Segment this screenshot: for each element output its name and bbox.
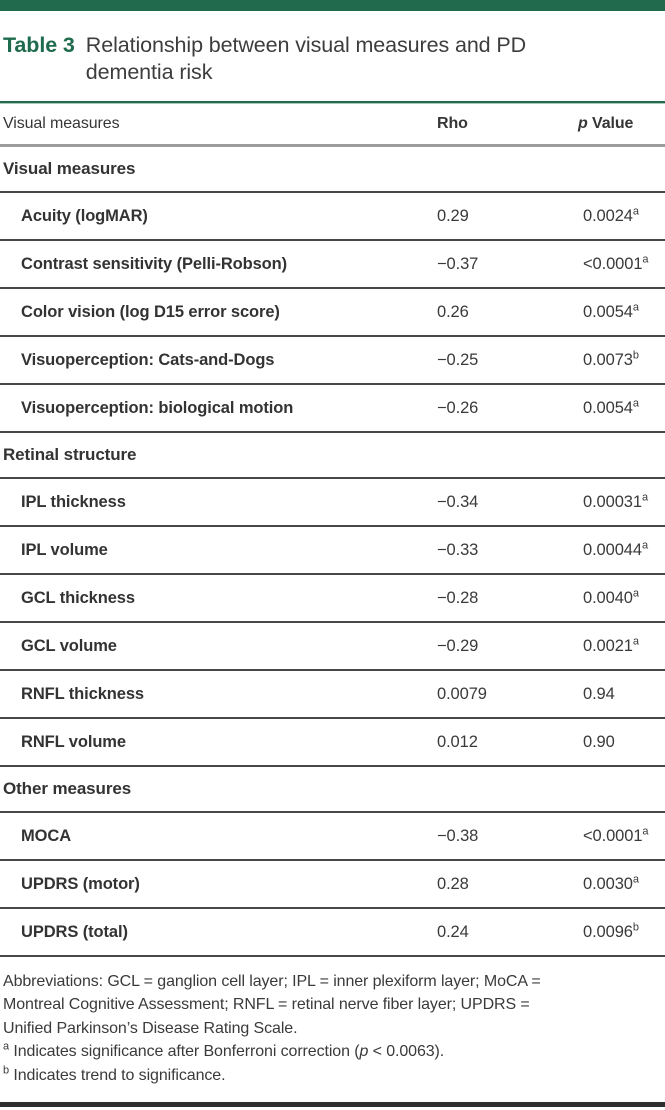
table-row: UPDRS (total) 0.24 0.0096b xyxy=(0,909,665,957)
row-label: RNFL thickness xyxy=(21,684,144,703)
table-row: Visuoperception: Cats-and-Dogs −0.25 0.0… xyxy=(0,337,665,385)
row-p-value: 0.0073b xyxy=(583,349,639,369)
table-row: IPL thickness −0.34 0.00031a xyxy=(0,479,665,527)
row-p-value: <0.0001a xyxy=(583,253,649,273)
row-p-value: 0.0024a xyxy=(583,205,639,225)
table-row: Acuity (logMAR) 0.29 0.0024a xyxy=(0,193,665,241)
row-p-value: 0.0021a xyxy=(583,635,639,655)
row-label: Contrast sensitivity (Pelli-Robson) xyxy=(21,254,288,273)
bottom-rule-bar xyxy=(0,1102,665,1107)
row-p-value: 0.94 xyxy=(583,684,615,703)
row-label: RNFL volume xyxy=(21,732,126,751)
p-superscript: a xyxy=(641,491,648,503)
section-header-row: Other measures xyxy=(0,767,665,813)
col-header-pvalue: p Value xyxy=(578,115,665,133)
row-label: Color vision (log D15 error score) xyxy=(21,302,280,321)
row-rho-value: 0.24 xyxy=(437,922,469,941)
row-label: UPDRS (total) xyxy=(21,922,128,941)
p-superscript: a xyxy=(642,825,649,837)
abbreviations-note: Abbreviations: GCL = ganglion cell layer… xyxy=(3,973,541,990)
section-heading: Visual measures xyxy=(3,159,136,178)
table-row: Color vision (log D15 error score) 0.26 … xyxy=(0,289,665,337)
col-header-measures: Visual measures xyxy=(3,115,120,132)
row-rho-value: −0.33 xyxy=(437,540,479,559)
table-row: Contrast sensitivity (Pelli-Robson) −0.3… xyxy=(0,241,665,289)
table-row: GCL thickness −0.28 0.0040a xyxy=(0,575,665,623)
row-label: IPL volume xyxy=(21,540,108,559)
row-rho-value: −0.25 xyxy=(437,350,479,369)
p-rest: Value xyxy=(587,115,634,132)
p-italic: p xyxy=(578,115,588,132)
column-header-row: Visual measures Rho p Value xyxy=(0,104,665,147)
row-p-value: 0.0096b xyxy=(583,921,639,941)
table-row: MOCA −0.38 <0.0001a xyxy=(0,813,665,861)
p-superscript: a xyxy=(632,587,639,599)
footnotes: Abbreviations: GCL = ganglion cell layer… xyxy=(0,957,665,1087)
col-header-rho: Rho xyxy=(437,115,468,132)
p-superscript: b xyxy=(632,349,639,361)
row-rho-value: −0.38 xyxy=(437,826,479,845)
caption-rule xyxy=(0,101,665,104)
section-header-row: Retinal structure xyxy=(0,433,665,479)
row-rho-value: −0.37 xyxy=(437,254,479,273)
table-number-label: Table 3 xyxy=(3,33,75,57)
p-italic: p xyxy=(359,1043,369,1061)
abbreviations-note: Unified Parkinson’s Disease Rating Scale… xyxy=(3,1019,298,1037)
table-row: RNFL volume 0.012 0.90 xyxy=(0,719,665,767)
row-p-value: 0.0040a xyxy=(583,587,639,607)
row-label: IPL thickness xyxy=(21,492,126,511)
row-rho-value: −0.28 xyxy=(437,588,479,607)
row-label: Visuoperception: biological motion xyxy=(21,398,294,417)
row-p-value: 0.0030a xyxy=(583,873,639,893)
row-label: GCL volume xyxy=(21,636,117,655)
row-rho-value: 0.0079 xyxy=(437,684,487,703)
row-p-value: 0.00044a xyxy=(583,539,648,559)
row-p-value: 0.0054a xyxy=(583,301,639,321)
p-superscript: a xyxy=(632,301,639,313)
row-rho-value: 0.26 xyxy=(437,302,469,321)
table-row: GCL volume −0.29 0.0021a xyxy=(0,623,665,671)
row-label: Acuity (logMAR) xyxy=(21,206,148,225)
p-superscript: a xyxy=(632,635,639,647)
p-superscript: a xyxy=(642,253,649,265)
row-label: Visuoperception: Cats-and-Dogs xyxy=(21,350,275,369)
footnote-b: b Indicates trend to significance. xyxy=(3,1064,226,1084)
p-superscript: b xyxy=(632,921,639,933)
row-p-value: 0.00031a xyxy=(583,491,648,511)
table-row: UPDRS (motor) 0.28 0.0030a xyxy=(0,861,665,909)
row-rho-value: −0.26 xyxy=(437,398,479,417)
table-row: RNFL thickness 0.0079 0.94 xyxy=(0,671,665,719)
row-label: UPDRS (motor) xyxy=(21,874,140,893)
section-heading: Retinal structure xyxy=(3,445,137,464)
table-row: IPL volume −0.33 0.00044a xyxy=(0,527,665,575)
row-label: GCL thickness xyxy=(21,588,135,607)
p-superscript: a xyxy=(632,205,639,217)
row-rho-value: 0.28 xyxy=(437,874,469,893)
row-p-value: 0.0054a xyxy=(583,397,639,417)
p-superscript: a xyxy=(632,397,639,409)
row-rho-value: −0.29 xyxy=(437,636,479,655)
row-p-value: 0.90 xyxy=(583,732,615,751)
section-header-row: Visual measures xyxy=(0,147,665,193)
row-rho-value: −0.34 xyxy=(437,492,479,511)
table-caption: Table 3 Relationship between visual meas… xyxy=(0,11,665,101)
row-rho-value: 0.012 xyxy=(437,732,478,751)
footnote-marker: b xyxy=(3,1064,10,1077)
row-rho-value: 0.29 xyxy=(437,206,469,225)
footnote-a: a Indicates significance after Bonferron… xyxy=(3,1040,445,1061)
section-heading: Other measures xyxy=(3,779,132,798)
row-label: MOCA xyxy=(21,826,72,845)
row-p-value: <0.0001a xyxy=(583,825,649,845)
abbreviations-note: Montreal Cognitive Assessment; RNFL = re… xyxy=(3,996,530,1014)
table-row: Visuoperception: biological motion −0.26… xyxy=(0,385,665,433)
top-accent-bar xyxy=(0,0,665,11)
footnote-marker: a xyxy=(3,1040,10,1053)
table-title: Relationship between visual measures and… xyxy=(85,33,527,84)
p-superscript: a xyxy=(641,539,648,551)
p-superscript: a xyxy=(632,873,639,885)
